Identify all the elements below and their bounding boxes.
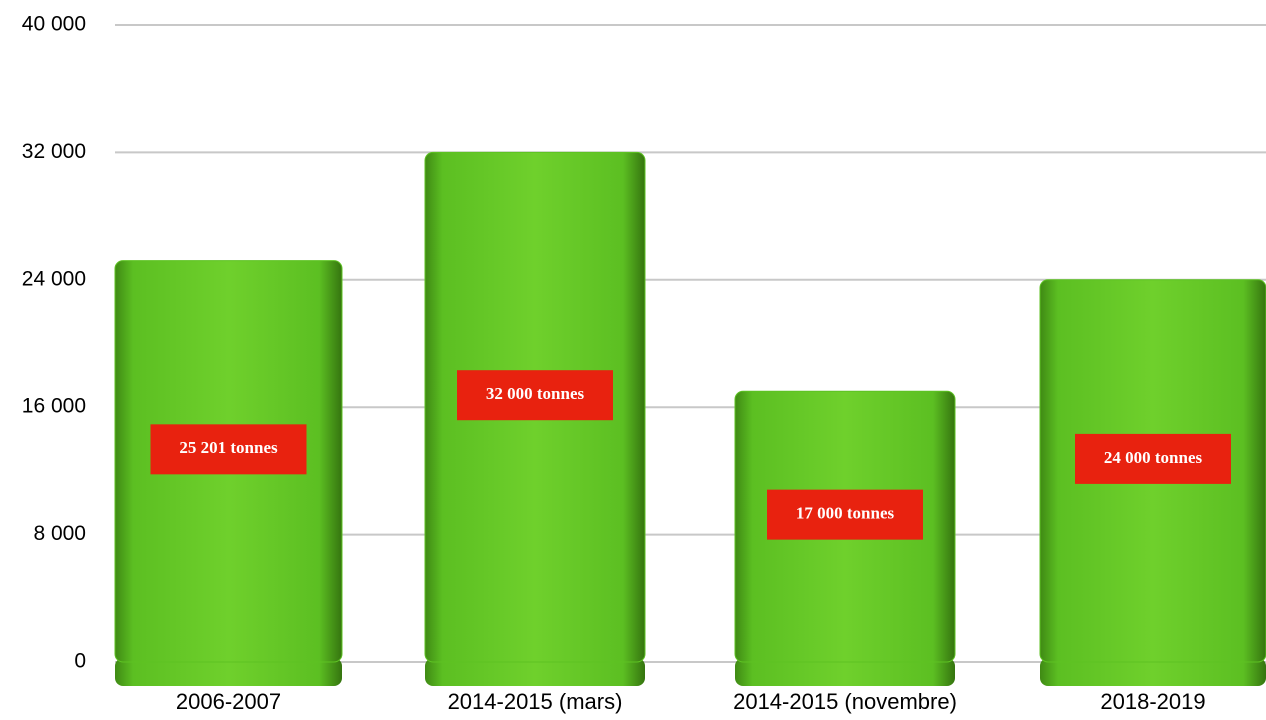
- x-tick-label: 2014-2015 (novembre): [733, 689, 957, 714]
- y-tick-label: 0: [74, 650, 86, 673]
- value-label-box: [767, 489, 923, 540]
- value-label-box: [1075, 433, 1231, 484]
- value-label-box: [150, 424, 307, 475]
- x-tick-label: 2018-2019: [1100, 689, 1205, 714]
- value-label: 24 000 tonnes: [1104, 448, 1203, 467]
- value-label: 17 000 tonnes: [796, 504, 895, 523]
- bar-base: [735, 658, 955, 686]
- bar-base: [425, 658, 645, 686]
- y-tick-label: 8 000: [33, 522, 86, 545]
- bar-base: [115, 658, 342, 686]
- value-label: 25 201 tonnes: [179, 438, 278, 457]
- y-tick-label: 24 000: [22, 267, 86, 290]
- y-tick-label: 40 000: [22, 13, 86, 36]
- x-tick-label: 2006-2007: [176, 689, 281, 714]
- y-tick-label: 32 000: [22, 140, 86, 163]
- y-tick-label: 16 000: [22, 395, 86, 418]
- bar-base: [1040, 658, 1266, 686]
- value-label-box: [457, 370, 613, 421]
- x-tick-label: 2014-2015 (mars): [448, 689, 623, 714]
- value-label: 32 000 tonnes: [486, 384, 585, 403]
